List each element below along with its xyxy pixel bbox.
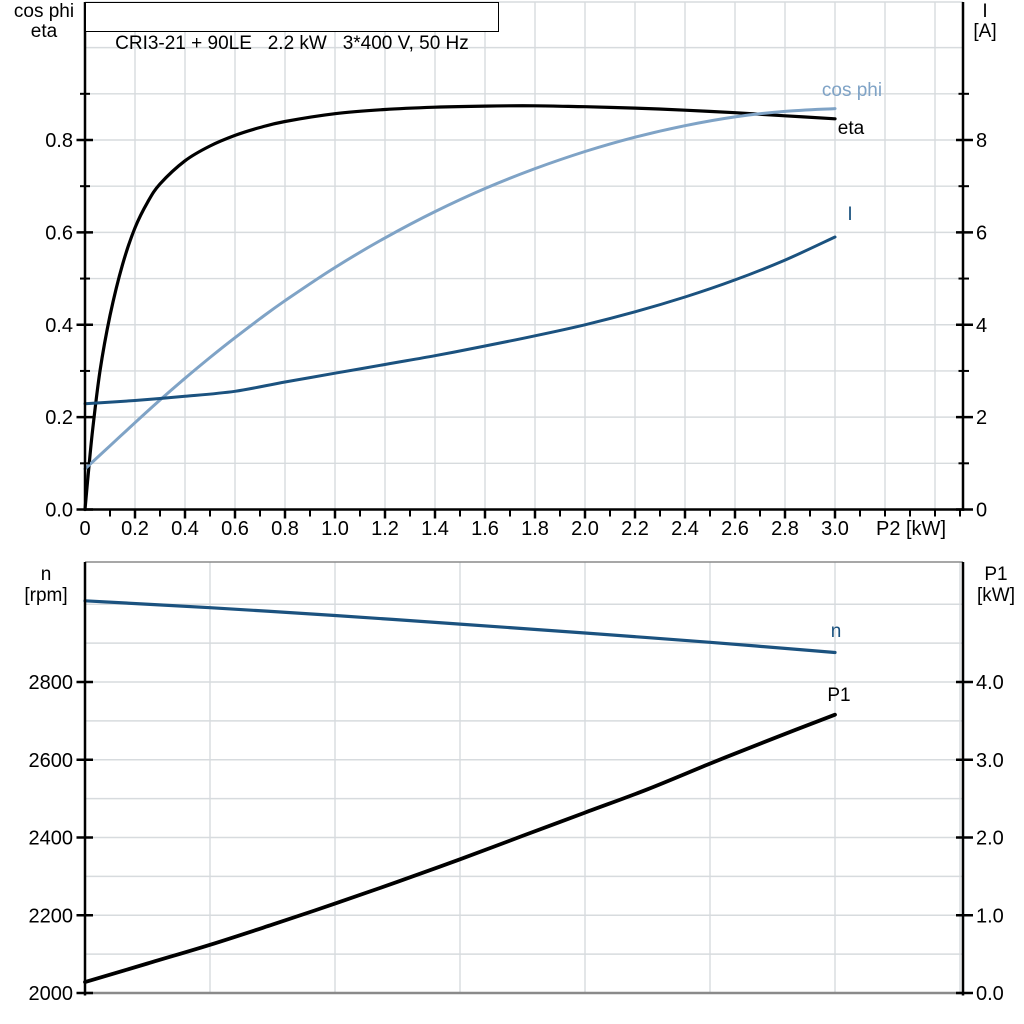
left-tick-label: 0.8 [45, 130, 73, 152]
x-tick-label: 2.6 [721, 518, 749, 540]
series-n [83, 599, 837, 655]
series-P1 [83, 712, 837, 984]
right-tick-label: 6 [976, 222, 987, 244]
bottom-left-axis-unit: n [rpm] [8, 564, 84, 606]
curve-label-P1: P1 [827, 685, 850, 706]
bottom-right-axis-unit: P1 [kW] [970, 564, 1022, 606]
x-tick-label: 2.8 [771, 518, 799, 540]
x-tick-label: 2.4 [671, 518, 699, 540]
right-tick-label: 0 [976, 500, 987, 522]
x-tick-label: 2.0 [571, 518, 599, 540]
right-tick-label: 8 [976, 130, 987, 152]
left-tick-label: 0.0 [45, 500, 73, 522]
right-axis-label-i: I [982, 1, 988, 22]
x-tick-label: 1.6 [471, 518, 499, 540]
curve-label-I: I [847, 204, 852, 225]
curve-label-cos phi: cos phi [822, 80, 882, 101]
right-axis-label-amps: [A] [973, 21, 997, 42]
left-axis-label-n: n [40, 564, 52, 585]
curve-label-n: n [831, 621, 842, 642]
x-tick-label: 1.2 [371, 518, 399, 540]
left-tick-label-bottom: 2800 [29, 672, 74, 694]
right-axis-label-kw: [kW] [977, 585, 1015, 606]
left-tick-label: 0.4 [45, 315, 73, 337]
x-tick-label: 2.2 [621, 518, 649, 540]
curve-label-eta: eta [838, 118, 865, 139]
x-tick-label: 0.2 [121, 518, 149, 540]
right-tick-label-bottom: 4.0 [976, 672, 1004, 694]
left-tick-label-bottom: 2600 [29, 750, 74, 772]
left-tick-label: 0.2 [45, 407, 73, 429]
x-tick-label: 0.4 [171, 518, 199, 540]
top-left-axis-unit: cos phi eta [6, 2, 82, 42]
left-tick-label-bottom: 2000 [29, 983, 74, 1005]
series-eta [83, 104, 837, 512]
right-tick-label-bottom: 0.0 [976, 983, 1004, 1005]
x-tick-label: 3.0 [821, 518, 849, 540]
x-tick-label: 1.4 [421, 518, 449, 540]
right-tick-label-bottom: 1.0 [976, 905, 1004, 927]
right-tick-label: 4 [976, 315, 987, 337]
series-cos phi [83, 107, 837, 471]
x-tick-label: 1.0 [321, 518, 349, 540]
left-axis-label-cosphi: cos phi [13, 1, 75, 22]
right-tick-label-bottom: 3.0 [976, 750, 1004, 772]
top-right-axis-unit: I [A] [962, 2, 1008, 42]
x-tick-label: 0 [79, 518, 90, 540]
right-axis-label-p1: P1 [984, 564, 1008, 585]
x-axis-title: P2 [kW] [876, 518, 946, 540]
series-I [83, 235, 837, 406]
left-axis-label-eta: eta [30, 21, 58, 42]
right-tick-label-bottom: 2.0 [976, 828, 1004, 850]
x-tick-label: 0.8 [271, 518, 299, 540]
x-tick-label: 0.6 [221, 518, 249, 540]
left-axis-label-rpm: [rpm] [24, 585, 68, 606]
left-tick-label-bottom: 2200 [29, 905, 74, 927]
right-tick-label: 2 [976, 407, 987, 429]
left-tick-label-bottom: 2400 [29, 828, 74, 850]
x-tick-label: 1.8 [521, 518, 549, 540]
chart-title: CRI3-21 + 90LE 2.2 kW 3*400 V, 50 Hz [115, 33, 469, 54]
chart-title-box: CRI3-21 + 90LE 2.2 kW 3*400 V, 50 Hz [85, 2, 499, 54]
left-tick-label: 0.6 [45, 222, 73, 244]
